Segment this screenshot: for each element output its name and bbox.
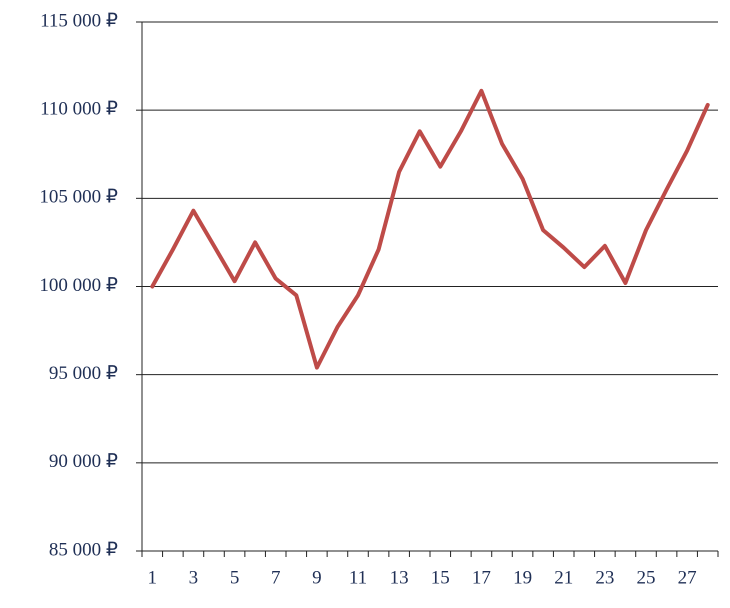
x-tick-label: 17 bbox=[472, 567, 491, 588]
y-tick-label: 100 000 ₽ bbox=[39, 275, 118, 296]
x-tick-label: 9 bbox=[312, 567, 322, 588]
line-series bbox=[150, 88, 710, 370]
y-tick-label: 115 000 ₽ bbox=[40, 10, 118, 31]
y-tick-label: 90 000 ₽ bbox=[49, 451, 118, 472]
x-tick-label: 1 bbox=[148, 567, 158, 588]
x-tick-label: 23 bbox=[595, 567, 614, 588]
x-tick-label: 21 bbox=[554, 567, 573, 588]
x-tick-label: 3 bbox=[189, 567, 199, 588]
y-tick-label: 110 000 ₽ bbox=[40, 99, 118, 120]
x-tick-label: 13 bbox=[390, 567, 409, 588]
y-tick-label: 95 000 ₽ bbox=[49, 363, 118, 384]
x-tick-label: 19 bbox=[513, 567, 532, 588]
x-tick-label: 5 bbox=[230, 567, 240, 588]
x-tick-label: 11 bbox=[349, 567, 367, 588]
x-tick-label: 15 bbox=[431, 567, 450, 588]
x-tick-label: 27 bbox=[678, 567, 697, 588]
y-tick-label: 105 000 ₽ bbox=[39, 187, 118, 208]
x-tick-label: 25 bbox=[637, 567, 656, 588]
y-tick-label: 85 000 ₽ bbox=[49, 539, 118, 560]
x-tick-label: 7 bbox=[271, 567, 281, 588]
